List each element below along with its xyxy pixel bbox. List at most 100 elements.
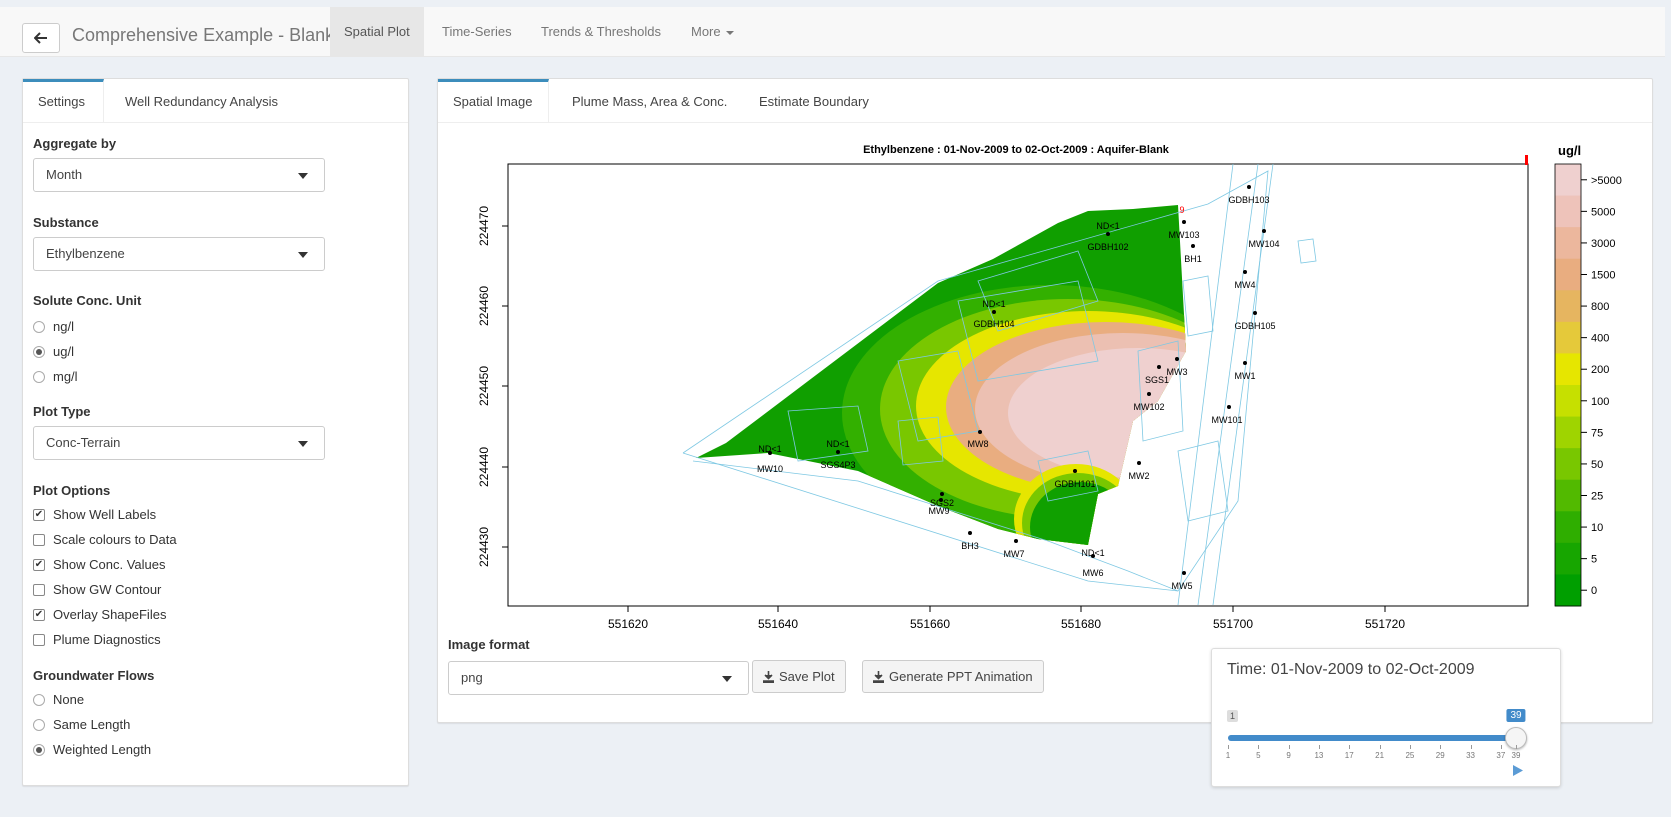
radio-button[interactable] (33, 370, 45, 383)
gw-option-weighted-length[interactable]: Weighted Length (33, 742, 151, 757)
option-overlay-shapefiles[interactable]: ✔ Overlay ShapeFiles (33, 607, 166, 622)
slider-tick (1349, 745, 1351, 749)
tab-more[interactable]: More (677, 7, 748, 57)
checkbox[interactable]: ✔ (33, 558, 45, 571)
option-show-conc-values[interactable]: ✔ Show Conc. Values (33, 557, 166, 572)
dropdown-arrow-icon (298, 173, 308, 179)
back-button[interactable] (22, 23, 60, 53)
well-label: MW6 (1083, 568, 1104, 578)
checkbox[interactable] (33, 583, 45, 596)
gw-flows-label: Groundwater Flows (33, 668, 155, 683)
slider-fill (1228, 735, 1516, 741)
slider-tick-label: 1 (1225, 751, 1231, 760)
radio-button[interactable] (33, 320, 45, 333)
slider-tick-label: 9 (1286, 751, 1291, 760)
y-tick-label: 224470 (477, 206, 491, 246)
slider-tick (1228, 745, 1229, 749)
well-conc-value: ND<1 (758, 444, 781, 454)
gw-option-none[interactable]: None (33, 692, 84, 707)
checkbox[interactable] (33, 633, 45, 646)
option-show-gw-contour[interactable]: Show GW Contour (33, 582, 161, 597)
well-dot (1262, 229, 1266, 233)
well-mw5: MW5 (1172, 571, 1193, 591)
aggregate-label: Aggregate by (33, 136, 117, 151)
well-mw10: MW10 ND<1 (757, 444, 783, 474)
tab-spatial-image[interactable]: Spatial Image (438, 79, 549, 123)
settings-panel: Settings Well Redundancy Analysis Aggreg… (22, 78, 409, 786)
gw-option-same-length[interactable]: Same Length (33, 717, 130, 732)
legend-label: >5000 (1591, 175, 1622, 187)
y-axis: 224470 224460 224450 224440 224430 (477, 206, 508, 567)
tab-trends-thresholds[interactable]: Trends & Thresholds (541, 24, 661, 39)
radio-button[interactable] (33, 345, 45, 358)
tab-estimate-boundary[interactable]: Estimate Boundary (759, 94, 869, 109)
well-dot (1147, 392, 1151, 396)
option-scale-colours[interactable]: Scale colours to Data (33, 532, 177, 547)
option-show-well-labels[interactable]: ✔ Show Well Labels (33, 507, 156, 522)
slider-tick-label: 21 (1375, 751, 1385, 760)
unit-option-ngl[interactable]: ng/l (33, 319, 74, 334)
well-mw7: MW7 (1004, 539, 1025, 559)
slider-tick (1409, 745, 1411, 749)
tab-spatial-plot[interactable]: Spatial Plot (330, 7, 424, 57)
plot-type-value: Conc-Terrain (46, 435, 121, 450)
substance-select[interactable]: Ethylbenzene (33, 237, 325, 271)
generate-ppt-button[interactable]: Generate PPT Animation (862, 660, 1044, 693)
option-label: Show GW Contour (53, 582, 162, 597)
legend-swatch (1555, 574, 1581, 607)
y-tick-label: 224430 (477, 527, 491, 567)
legend-label: 400 (1591, 333, 1609, 345)
aggregate-select[interactable]: Month (33, 158, 325, 192)
play-icon[interactable] (1512, 764, 1524, 777)
tab-settings[interactable]: Settings (23, 79, 104, 123)
checkbox[interactable]: ✔ (33, 608, 45, 621)
well-conc-value: ND<1 (1096, 221, 1119, 231)
x-tick-label: 551680 (1061, 617, 1101, 631)
unit-option-ugl[interactable]: ug/l (33, 344, 74, 359)
checkbox[interactable] (33, 533, 45, 546)
tab-well-redundancy[interactable]: Well Redundancy Analysis (125, 94, 278, 109)
checkbox[interactable]: ✔ (33, 508, 45, 521)
legend-swatches (1555, 164, 1581, 607)
radio-button[interactable] (33, 693, 45, 706)
well-dot (968, 531, 972, 535)
legend-frame (1554, 163, 1582, 607)
time-title: Time: 01-Nov-2009 to 02-Oct-2009 (1227, 661, 1475, 678)
unit-option-label: mg/l (53, 369, 78, 384)
unit-option-label: ug/l (53, 344, 74, 359)
well-dot (1175, 357, 1179, 361)
tab-plume-mass[interactable]: Plume Mass, Area & Conc. (572, 94, 728, 109)
generate-ppt-label: Generate PPT Animation (889, 669, 1033, 684)
legend-swatch (1555, 290, 1581, 323)
caret-down-icon (725, 30, 734, 35)
well-bh1: BH1 (1184, 244, 1202, 264)
well-conc-value: ND<1 (982, 299, 1005, 309)
tab-time-series[interactable]: Time-Series (442, 24, 512, 39)
x-axis: 551620 551640 551660 551680 551700 55172… (608, 606, 1405, 631)
well-label: MW5 (1172, 581, 1193, 591)
download-icon (873, 670, 884, 683)
dropdown-arrow-icon (298, 252, 308, 258)
unit-option-mgl[interactable]: mg/l (33, 369, 78, 384)
well-label: GDBH105 (1234, 321, 1275, 331)
legend-swatch (1555, 479, 1581, 512)
slider-tick (1500, 745, 1502, 749)
plot-type-label: Plot Type (33, 404, 91, 419)
slider-tick-label: 37 (1496, 751, 1506, 760)
tab-more-label: More (691, 24, 721, 39)
plot-type-select[interactable]: Conc-Terrain (33, 426, 325, 460)
image-format-select[interactable]: png (448, 661, 749, 695)
radio-button[interactable] (33, 743, 45, 756)
x-tick-label: 551700 (1213, 617, 1253, 631)
option-plume-diagnostics[interactable]: Plume Diagnostics (33, 632, 161, 647)
well-mw6: MW6 ND<1 (1081, 548, 1104, 578)
well-mw9: MW9 (929, 498, 950, 516)
well-label: MW4 (1235, 280, 1256, 290)
save-plot-button[interactable]: Save Plot (752, 660, 846, 693)
slider-track[interactable] (1228, 735, 1516, 741)
well-mw3: MW3 (1167, 357, 1188, 377)
legend-label: 5 (1591, 554, 1597, 566)
slider-tick-label: 5 (1256, 751, 1261, 760)
well-dot (1182, 571, 1186, 575)
radio-button[interactable] (33, 718, 45, 731)
